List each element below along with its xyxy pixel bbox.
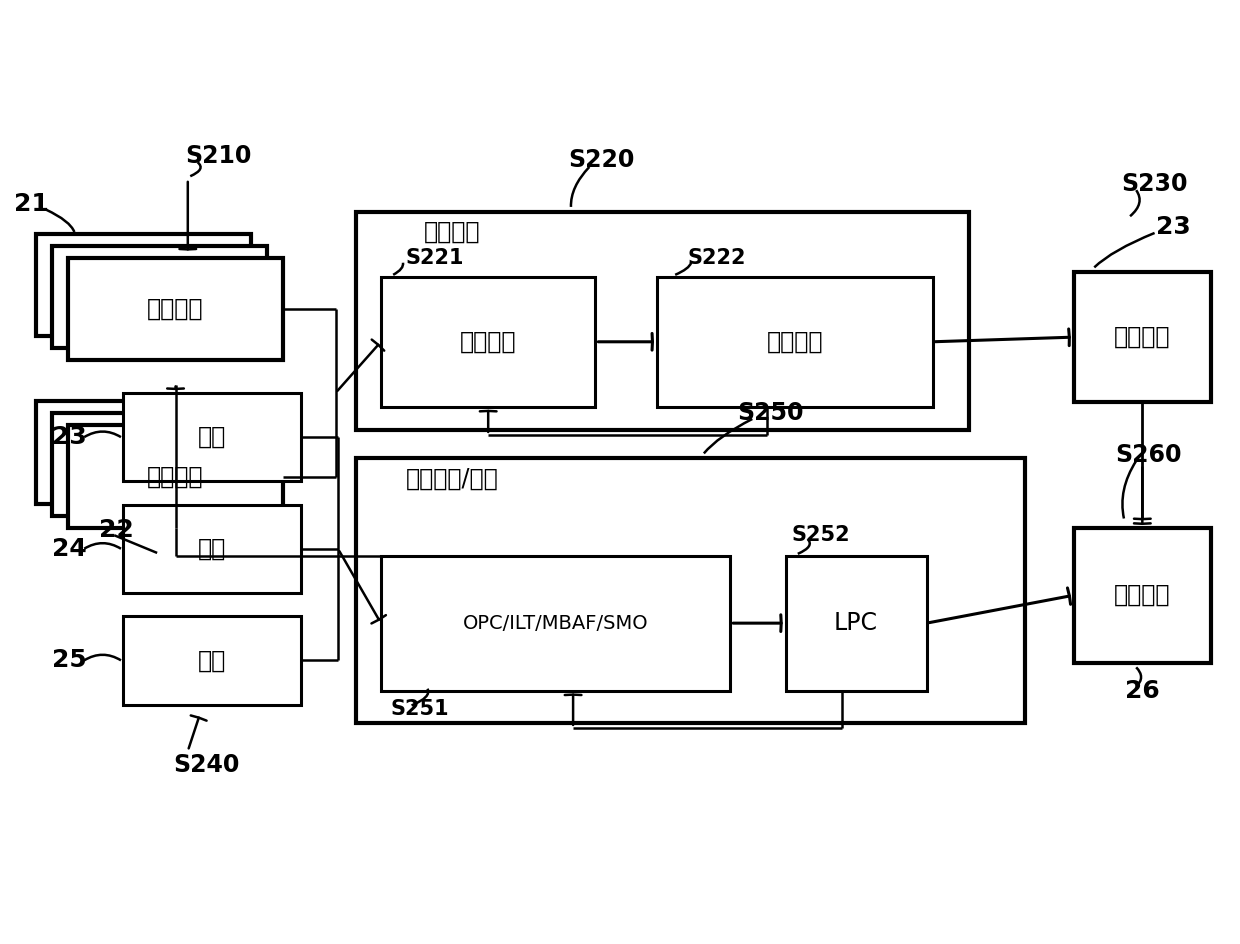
Text: OPC/ILT/MBAF/SMO: OPC/ILT/MBAF/SMO (463, 614, 649, 632)
Bar (124, 393, 301, 481)
Text: S221: S221 (405, 248, 464, 268)
Bar (356, 458, 1024, 723)
Text: 22: 22 (99, 517, 134, 542)
Text: 模拟图案: 模拟图案 (460, 329, 516, 354)
Text: 掩模: 掩模 (198, 537, 227, 561)
Bar (68, 258, 283, 361)
Text: 25: 25 (52, 649, 87, 672)
Bar (124, 504, 301, 593)
Bar (124, 616, 301, 704)
Text: S252: S252 (791, 525, 851, 546)
Text: 优化掩模: 优化掩模 (1114, 583, 1171, 607)
Text: 目标: 目标 (198, 649, 227, 672)
Text: S222: S222 (687, 248, 746, 268)
Text: 测试图案: 测试图案 (148, 297, 203, 321)
Bar (36, 401, 250, 503)
Text: S260: S260 (1115, 444, 1182, 467)
Bar (52, 413, 267, 515)
Bar (68, 426, 283, 528)
Text: S220: S220 (568, 148, 635, 173)
Text: 模型校准: 模型校准 (424, 220, 480, 244)
Bar (36, 234, 250, 336)
Bar (1074, 272, 1211, 402)
Text: 26: 26 (1125, 679, 1159, 702)
Text: 测试测量: 测试测量 (148, 464, 203, 489)
Text: LPC: LPC (835, 611, 878, 635)
Text: 23: 23 (1156, 215, 1190, 240)
Text: 24: 24 (52, 537, 87, 561)
Text: 模型: 模型 (198, 425, 227, 449)
Text: S250: S250 (738, 401, 804, 426)
Text: 23: 23 (52, 425, 87, 449)
Bar (381, 277, 595, 407)
Text: S251: S251 (391, 700, 449, 719)
Bar (381, 556, 730, 691)
Text: 校准模型: 校准模型 (1114, 325, 1171, 349)
Bar (1074, 528, 1211, 663)
Text: 检查测量: 检查测量 (766, 329, 823, 354)
Bar (657, 277, 932, 407)
Text: 21: 21 (14, 193, 48, 216)
Bar (52, 246, 267, 348)
Text: S240: S240 (174, 753, 239, 777)
Text: 掩模校正/优化: 掩模校正/优化 (405, 466, 498, 491)
Bar (356, 211, 970, 430)
Bar (785, 556, 926, 691)
Text: S210: S210 (185, 143, 252, 168)
Text: S230: S230 (1121, 172, 1188, 195)
